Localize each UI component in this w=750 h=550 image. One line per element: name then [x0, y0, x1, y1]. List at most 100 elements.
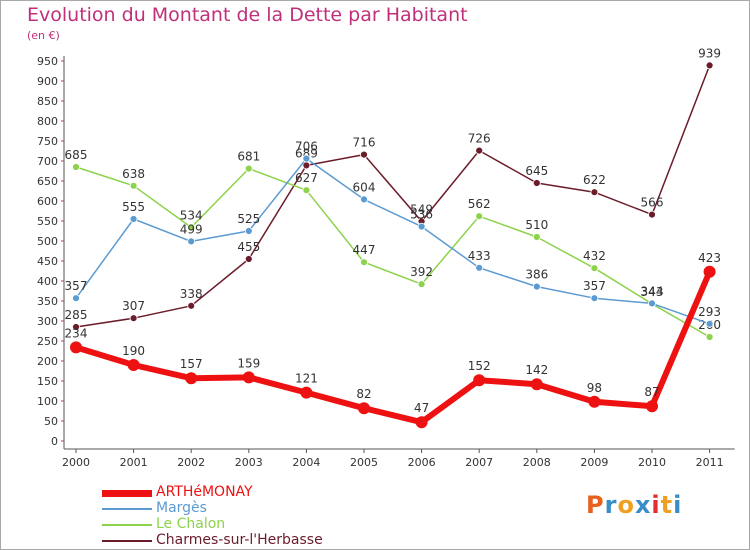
data-point — [417, 280, 426, 289]
x-tick-label: 2006 — [408, 456, 436, 469]
y-tick-label: 500 — [37, 235, 58, 248]
y-tick-label: 400 — [37, 275, 58, 288]
data-label: 549 — [410, 202, 433, 216]
y-tick-label: 300 — [37, 315, 58, 328]
data-point — [185, 372, 198, 385]
data-point — [358, 402, 370, 415]
data-point — [417, 222, 426, 231]
data-point — [475, 263, 484, 272]
data-point — [70, 341, 82, 354]
data-point — [72, 294, 80, 303]
legend-swatch — [102, 490, 152, 497]
logo-letter: P — [586, 491, 605, 519]
legend-label: ARTHéMONAY — [156, 484, 253, 500]
x-tick-label: 2000 — [62, 456, 90, 469]
logo-letter: o — [617, 491, 635, 519]
data-label: 47 — [414, 401, 429, 415]
data-label: 622 — [583, 173, 606, 187]
data-label: 525 — [237, 212, 260, 226]
x-tick-label: 2005 — [350, 456, 378, 469]
data-label: 455 — [237, 240, 260, 254]
data-point — [703, 265, 716, 278]
y-tick-label: 950 — [37, 55, 58, 68]
legend-swatch — [102, 524, 152, 526]
data-label: 638 — [122, 167, 145, 181]
data-point — [473, 374, 486, 387]
x-tick-label: 2007 — [465, 456, 493, 469]
data-label: 190 — [122, 344, 145, 358]
data-label: 706 — [295, 140, 318, 154]
data-label: 555 — [122, 200, 145, 214]
data-label: 82 — [356, 387, 371, 401]
data-point — [187, 237, 196, 246]
data-point — [129, 181, 138, 190]
data-point — [72, 323, 80, 331]
data-point — [705, 319, 714, 328]
y-tick-label: 600 — [37, 195, 58, 208]
data-point — [475, 146, 484, 155]
legend-label: Le Chalon — [156, 516, 226, 532]
proxiti-logo: Proxiti — [586, 491, 682, 519]
data-point — [244, 164, 253, 173]
data-label: 681 — [237, 150, 260, 164]
data-label: 534 — [180, 208, 203, 222]
data-point — [302, 161, 311, 170]
x-tick-label: 2002 — [177, 456, 205, 469]
data-point — [129, 215, 138, 223]
data-point — [360, 258, 368, 267]
y-tick-label: 50 — [44, 415, 58, 428]
data-point — [590, 294, 599, 303]
y-tick-label: 800 — [37, 115, 58, 128]
y-tick-label: 900 — [37, 75, 58, 88]
data-point — [300, 386, 313, 399]
data-label: 357 — [65, 279, 88, 293]
data-label: 234 — [65, 326, 88, 340]
legend-label: Margès — [156, 500, 207, 516]
data-point — [530, 378, 543, 391]
data-point — [187, 301, 196, 310]
data-label: 645 — [525, 164, 548, 178]
y-tick-label: 550 — [37, 215, 58, 228]
data-label: 293 — [698, 305, 721, 319]
logo-letter: x — [634, 491, 652, 519]
series-line — [75, 166, 710, 338]
data-label: 392 — [410, 265, 433, 279]
data-label: 157 — [180, 357, 203, 371]
x-tick-label: 2001 — [120, 456, 148, 469]
x-tick-label: 2009 — [580, 456, 608, 469]
data-point — [590, 188, 599, 197]
legend-label: Charmes-sur-l'Herbasse — [156, 532, 323, 548]
chart-title: Evolution du Montant de la Dette par Hab… — [27, 4, 468, 26]
series-line — [75, 65, 711, 328]
y-tick-label: 850 — [37, 95, 58, 108]
data-point — [360, 195, 368, 204]
data-point — [532, 233, 541, 241]
legend-swatch — [102, 540, 152, 542]
data-point — [187, 223, 196, 232]
data-label: 536 — [410, 208, 433, 222]
data-label: 685 — [65, 148, 88, 162]
data-point — [646, 400, 658, 413]
data-point — [127, 359, 140, 371]
logo-letter: i — [651, 491, 661, 519]
logo-letter: t — [660, 491, 674, 519]
y-tick-label: 250 — [37, 335, 58, 348]
data-label: 285 — [65, 308, 88, 322]
data-point — [302, 154, 311, 163]
data-label: 510 — [525, 218, 548, 232]
data-point — [705, 61, 714, 70]
data-label: 98 — [587, 381, 602, 395]
series-line — [75, 157, 710, 325]
data-label: 142 — [525, 363, 548, 377]
data-point — [475, 212, 484, 221]
data-label: 87 — [644, 385, 659, 399]
x-tick-label: 2010 — [638, 456, 666, 469]
logo-letter: r — [604, 491, 618, 519]
data-label: 386 — [525, 268, 548, 282]
data-label: 499 — [180, 222, 203, 236]
data-point — [415, 416, 428, 429]
data-point — [129, 314, 138, 323]
data-label: 627 — [295, 171, 318, 185]
